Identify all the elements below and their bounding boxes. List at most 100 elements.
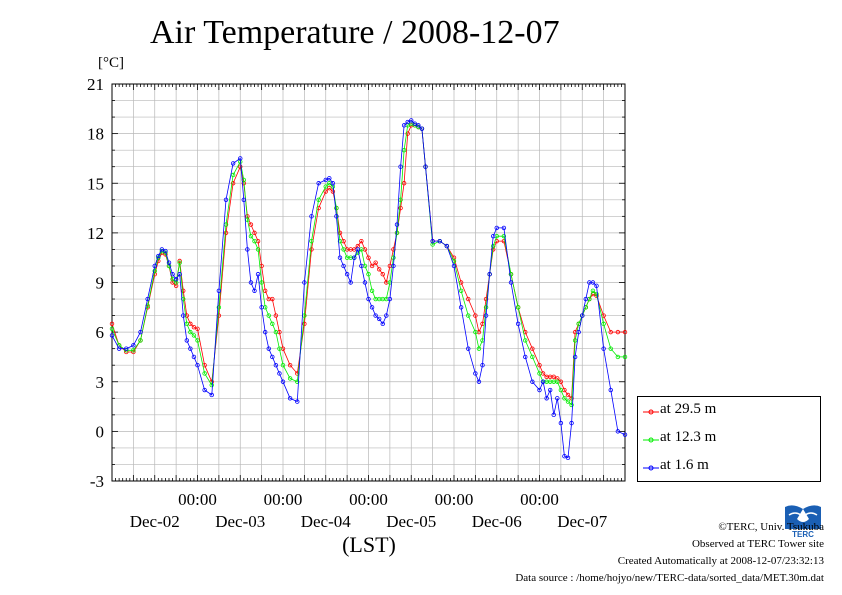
x-axis-label: (LST)	[342, 532, 396, 557]
data-point	[523, 338, 528, 343]
data-point	[230, 181, 236, 186]
data-point	[323, 177, 328, 183]
data-point	[262, 288, 268, 293]
data-point	[166, 260, 172, 265]
data-point	[490, 243, 496, 249]
data-point	[202, 371, 207, 376]
data-point	[327, 176, 332, 181]
data-point	[280, 379, 286, 384]
data-point	[537, 363, 542, 368]
data-point	[359, 238, 364, 244]
data-point	[323, 189, 328, 194]
data-point	[376, 316, 382, 322]
data-point	[195, 326, 200, 332]
data-point	[501, 225, 507, 231]
data-point	[348, 280, 353, 285]
data-point	[580, 313, 585, 318]
data-point	[116, 346, 122, 351]
data-point	[352, 255, 357, 260]
data-point	[138, 329, 143, 335]
data-point	[622, 329, 628, 335]
data-point	[490, 233, 496, 239]
data-point	[245, 247, 250, 252]
data-point	[195, 338, 200, 343]
data-point	[362, 280, 368, 285]
data-point	[601, 346, 606, 351]
data-point	[551, 374, 556, 379]
data-point	[569, 402, 574, 408]
y-tick-label: 6	[96, 323, 105, 342]
data-point	[259, 280, 264, 285]
data-point	[152, 268, 157, 274]
data-point	[487, 272, 492, 277]
data-point	[537, 371, 542, 376]
data-point	[530, 379, 535, 384]
data-point	[409, 118, 414, 123]
data-point	[145, 296, 150, 302]
legend-label: at 1.6 m	[660, 457, 709, 473]
terc-logo: TERC	[783, 503, 823, 539]
data-point	[565, 455, 571, 461]
data-point	[483, 305, 489, 310]
data-point	[366, 255, 371, 260]
data-point	[270, 354, 275, 360]
y-tick-label: 0	[96, 422, 105, 441]
data-point	[622, 432, 628, 437]
data-point	[230, 172, 236, 178]
data-point	[209, 382, 214, 388]
data-point	[302, 321, 307, 327]
series-line-1	[111, 123, 625, 406]
data-point	[252, 238, 257, 244]
data-point	[341, 263, 346, 269]
data-point	[523, 354, 528, 360]
data-point	[202, 387, 207, 393]
data-point	[188, 346, 193, 351]
data-point	[191, 324, 197, 330]
data-point	[369, 288, 375, 293]
data-point	[334, 214, 339, 219]
data-point	[330, 181, 336, 186]
data-point	[394, 230, 400, 236]
data-point	[109, 326, 115, 332]
data-point	[565, 392, 571, 398]
data-point	[327, 186, 332, 191]
data-point	[544, 396, 549, 401]
legend-label: at 12.3 m	[660, 429, 717, 445]
logo-text: TERC	[792, 530, 814, 539]
data-point	[309, 214, 314, 219]
data-point	[266, 313, 271, 318]
data-point	[366, 296, 371, 302]
data-point	[558, 420, 564, 426]
data-point	[195, 363, 200, 368]
data-point	[191, 354, 197, 360]
data-point	[483, 313, 489, 318]
data-point	[138, 338, 143, 343]
data-point	[248, 233, 254, 239]
data-point	[255, 247, 261, 252]
data-point	[273, 313, 279, 318]
x-day-label: Dec-02	[130, 512, 180, 531]
data-point	[280, 363, 286, 368]
data-point	[405, 131, 410, 136]
data-point	[508, 272, 514, 277]
data-point	[437, 238, 442, 244]
legend-item-1-6m: at 1.6 m	[638, 457, 820, 477]
data-point	[576, 329, 581, 335]
data-point	[287, 363, 293, 368]
data-point	[369, 305, 375, 310]
data-point	[273, 363, 279, 368]
x-day-label: Dec-06	[472, 512, 522, 531]
footer-created: Created Automatically at 2008-12-07/23:3…	[617, 555, 824, 567]
data-point	[480, 363, 485, 368]
data-point	[562, 396, 567, 401]
plot-frame	[111, 83, 626, 482]
data-point	[622, 354, 628, 360]
series-line-0	[111, 125, 625, 400]
data-point	[369, 263, 375, 269]
data-point	[391, 263, 396, 269]
data-point	[316, 181, 321, 186]
footer-site: Observed at TERC Tower site	[691, 538, 824, 550]
series-line-2	[111, 119, 626, 459]
data-point	[384, 313, 389, 318]
data-point	[547, 387, 553, 393]
